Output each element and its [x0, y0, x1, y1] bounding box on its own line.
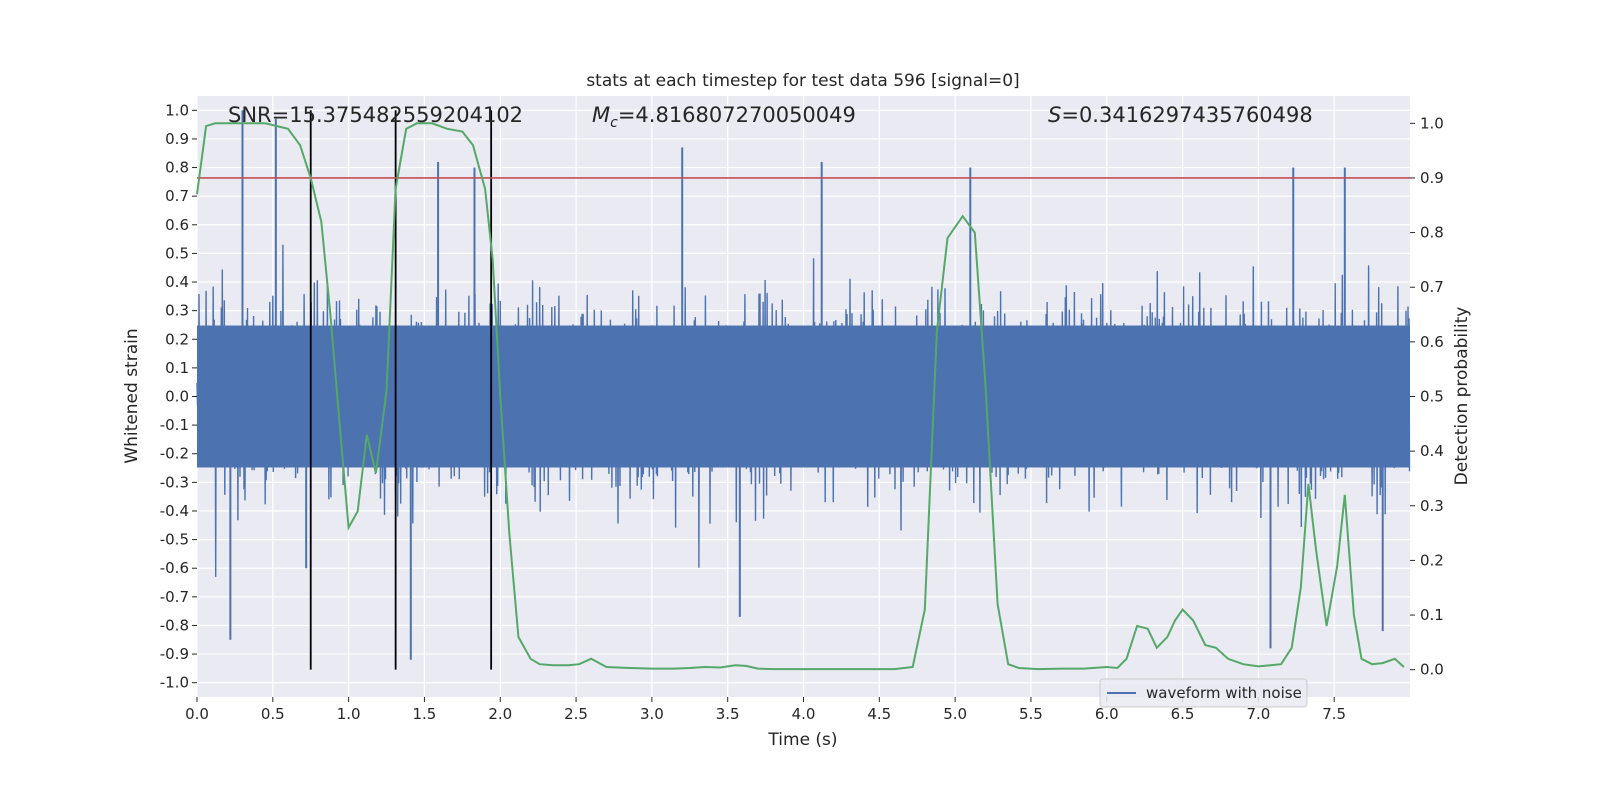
waveform-core-band: [197, 325, 1410, 468]
chirp-mass-annotation: Mc=4.816807270050049: [592, 103, 856, 131]
x-tick-label: 0.5: [261, 705, 285, 723]
x-tick-label: 6.0: [1095, 705, 1119, 723]
left-y-axis-ticks: -1.0 -0.9 -0.8 -0.7 -0.6 -0.5 -0.4 -0.3 -0.2 -0.1…: [160, 101, 197, 692]
chart-title: stats at each timestep for test data 596…: [586, 71, 1019, 91]
right-y-axis-label: Detection probability: [1452, 307, 1472, 486]
x-tick-label: 2.0: [488, 705, 512, 723]
left-y-tick-label: 0.6: [165, 216, 189, 234]
chirp-mass-value: =4.816807270050049: [618, 103, 856, 127]
x-tick-label: 7.0: [1246, 705, 1270, 723]
right-y-tick-label: 0.1: [1420, 606, 1444, 624]
x-tick-label: 7.5: [1322, 705, 1346, 723]
waveform-series: [196, 110, 1411, 660]
left-y-tick-label: 0.4: [165, 273, 189, 291]
left-y-tick-label: -0.5: [160, 531, 189, 549]
x-tick-label: 3.5: [716, 705, 740, 723]
right-y-tick-label: 0.4: [1420, 442, 1444, 460]
right-y-tick-label: 0.2: [1420, 551, 1444, 569]
right-y-tick-label: 0.9: [1420, 169, 1444, 187]
s-annotation: S=0.3416297435760498: [1048, 103, 1313, 127]
left-y-tick-label: -0.7: [160, 588, 189, 606]
left-y-tick-label: 0.0: [165, 388, 189, 406]
right-y-tick-label: 0.0: [1420, 661, 1444, 679]
x-tick-label: 4.0: [792, 705, 816, 723]
right-y-tick-label: 0.5: [1420, 388, 1444, 406]
left-y-tick-label: -0.6: [160, 559, 189, 577]
left-y-tick-label: 0.8: [165, 159, 189, 177]
right-y-tick-label: 0.3: [1420, 497, 1444, 515]
x-tick-label: 1.0: [337, 705, 361, 723]
legend: waveform with noise: [1099, 678, 1308, 708]
chirp-mass-subscript: c: [610, 115, 618, 131]
chirp-mass-symbol: M: [592, 103, 610, 127]
x-tick-label: 0.0: [185, 705, 209, 723]
legend-label: waveform with noise: [1146, 684, 1302, 702]
left-y-tick-label: 0.7: [165, 187, 189, 205]
left-y-tick-label: -1.0: [160, 674, 189, 692]
x-tick-label: 6.5: [1171, 705, 1195, 723]
x-tick-label: 1.5: [413, 705, 437, 723]
x-tick-label: 5.5: [1019, 705, 1043, 723]
left-y-tick-label: -0.1: [160, 416, 189, 434]
x-axis-label: Time (s): [767, 730, 837, 750]
s-symbol: S: [1048, 103, 1061, 127]
left-y-tick-label: 0.5: [165, 244, 189, 262]
left-y-tick-label: 0.2: [165, 330, 189, 348]
right-y-tick-label: 0.6: [1420, 333, 1444, 351]
left-y-tick-label: -0.3: [160, 473, 189, 491]
x-tick-label: 2.5: [564, 705, 588, 723]
left-y-tick-label: 0.9: [165, 130, 189, 148]
right-y-tick-label: 1.0: [1420, 114, 1444, 132]
x-axis-ticks: 0.0 0.5 1.0 1.5 2.0 2.5 3.0 3.5 4.0 4.5 5.0 5.5 6.0 6…: [185, 697, 1346, 723]
right-y-axis-ticks: 0.0 0.1 0.2 0.3 0.4 0.5 0.6 0.7 0.8 0.9 1.0: [1410, 114, 1444, 679]
left-y-tick-label: -0.4: [160, 502, 189, 520]
left-y-tick-label: -0.2: [160, 445, 189, 463]
right-y-tick-label: 0.8: [1420, 224, 1444, 242]
x-tick-label: 4.5: [867, 705, 891, 723]
x-tick-label: 3.0: [640, 705, 664, 723]
left-y-tick-label: -0.8: [160, 616, 189, 634]
snr-annotation: SNR=15.375482559204102: [228, 103, 523, 127]
right-y-tick-label: 0.7: [1420, 278, 1444, 296]
left-y-tick-label: 1.0: [165, 101, 189, 119]
probability-line: [196, 122, 1405, 671]
left-y-axis-label: Whitened strain: [122, 328, 142, 463]
x-tick-label: 5.0: [943, 705, 967, 723]
legend-box: [1099, 678, 1308, 708]
probability-series: [196, 122, 1405, 671]
left-y-tick-label: 0.3: [165, 302, 189, 320]
left-y-tick-label: 0.1: [165, 359, 189, 377]
left-y-tick-label: -0.9: [160, 645, 189, 663]
s-value: =0.3416297435760498: [1061, 103, 1312, 127]
